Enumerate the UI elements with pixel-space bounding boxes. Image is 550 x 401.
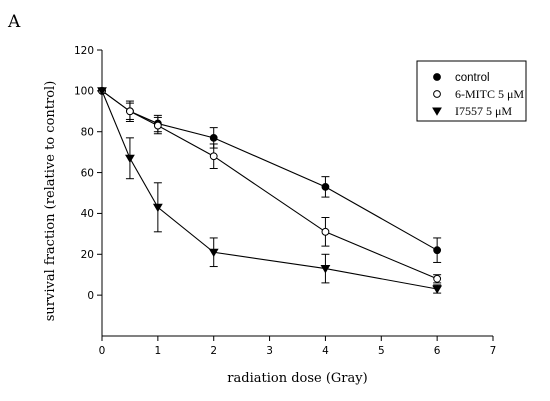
series-3 bbox=[97, 87, 443, 294]
x-tick-label: 4 bbox=[322, 345, 329, 357]
data-point bbox=[152, 203, 163, 213]
x-axis-label: radiation dose (Gray) bbox=[227, 371, 367, 386]
series-line bbox=[101, 90, 438, 290]
series-line bbox=[101, 90, 438, 251]
data-point bbox=[432, 285, 443, 294]
legend-item-2: 6-MITC 5 μM bbox=[433, 87, 524, 101]
data-point bbox=[433, 274, 442, 283]
axes bbox=[101, 50, 493, 337]
series-1 bbox=[98, 86, 442, 263]
legend-item-3: I7557 5 μM bbox=[432, 104, 512, 118]
y-axis-label: survival fraction (relative to control) bbox=[43, 81, 58, 322]
data-point bbox=[321, 227, 330, 236]
data-point bbox=[126, 107, 134, 116]
legend: control 6-MITC 5 μM I7557 5 μM bbox=[416, 60, 527, 122]
data-point bbox=[208, 248, 219, 258]
series-2 bbox=[98, 86, 442, 284]
x-tick-label: 1 bbox=[155, 345, 162, 357]
data-point bbox=[321, 182, 330, 191]
legend-label: I7557 5 μM bbox=[455, 104, 512, 118]
series-line bbox=[101, 90, 438, 280]
x-tick-label: 6 bbox=[434, 345, 441, 357]
data-point bbox=[209, 133, 218, 142]
data-point bbox=[125, 154, 135, 164]
legend-label: 6-MITC 5 μM bbox=[455, 87, 524, 101]
x-tick-label: 5 bbox=[378, 345, 385, 357]
legend-marker bbox=[433, 73, 441, 81]
y-tick-label: 100 bbox=[74, 86, 94, 98]
x-tick-label: 0 bbox=[99, 345, 106, 357]
legend-item-1: control bbox=[433, 72, 490, 84]
y-tick-label: 20 bbox=[81, 249, 94, 261]
legend-marker bbox=[433, 90, 441, 98]
x-tick-label: 3 bbox=[266, 345, 273, 357]
data-point bbox=[153, 121, 162, 130]
y-tick-label: 120 bbox=[74, 45, 94, 57]
y-ticks: 0 20 40 60 80 100 120 bbox=[74, 45, 102, 302]
data-point bbox=[209, 152, 218, 161]
y-tick-label: 40 bbox=[81, 208, 94, 220]
legend-marker bbox=[432, 107, 442, 116]
legend-label: control bbox=[455, 72, 490, 84]
data-point bbox=[97, 87, 107, 96]
x-tick-label: 7 bbox=[490, 345, 497, 357]
x-tick-label: 2 bbox=[210, 345, 217, 357]
y-tick-label: 0 bbox=[87, 290, 94, 302]
data-point bbox=[433, 246, 442, 255]
x-ticks: 0 1 2 3 4 5 6 7 bbox=[99, 336, 497, 357]
data-point bbox=[320, 265, 331, 274]
y-tick-label: 60 bbox=[81, 167, 94, 179]
y-tick-label: 80 bbox=[81, 127, 94, 139]
panel-label: A bbox=[7, 12, 21, 32]
series-layer bbox=[97, 86, 443, 294]
